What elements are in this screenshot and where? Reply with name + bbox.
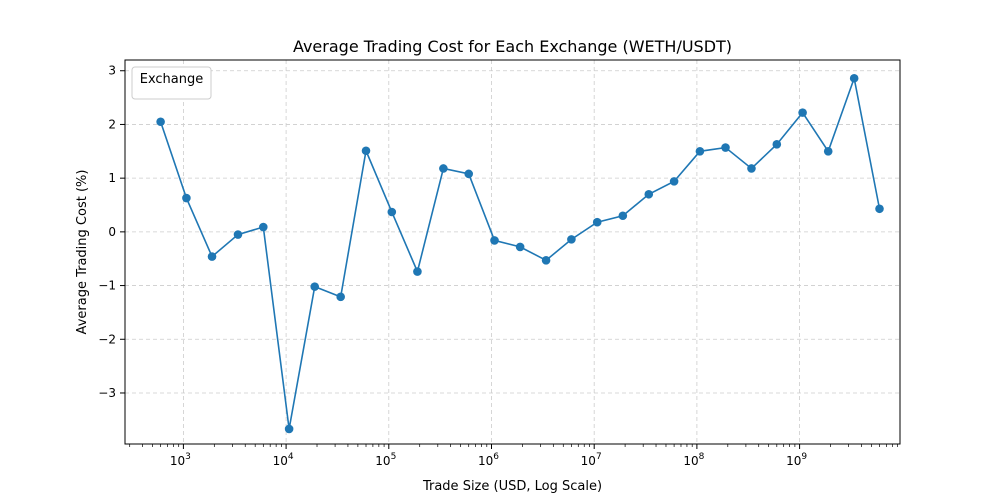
data-point xyxy=(669,177,679,186)
data-point xyxy=(490,236,499,245)
data-point xyxy=(515,242,525,252)
data-point xyxy=(387,207,397,217)
chart-title: Average Trading Cost for Each Exchange (… xyxy=(293,37,732,56)
x-tick-label: 108 xyxy=(683,452,704,468)
x-tick-label: 109 xyxy=(786,452,807,468)
data-point xyxy=(695,147,705,156)
legend: Exchange xyxy=(131,66,212,100)
y-tick-label: −3 xyxy=(98,386,116,400)
y-tick-label: 0 xyxy=(108,225,116,239)
x-tick-label: 105 xyxy=(375,452,396,468)
data-point xyxy=(439,164,448,173)
x-axis-label: Trade Size (USD, Log Scale) xyxy=(422,479,602,494)
data-point xyxy=(336,292,345,302)
y-tick-label: 1 xyxy=(108,171,116,185)
x-tick-label: 107 xyxy=(581,452,602,468)
data-point xyxy=(592,217,602,227)
data-point xyxy=(849,73,859,83)
data-point xyxy=(182,193,191,203)
data-point xyxy=(721,143,730,152)
y-axis: −3 −2 −1 0 1 2 3 xyxy=(98,64,125,400)
data-point xyxy=(875,204,884,214)
data-point xyxy=(259,222,268,232)
data-point xyxy=(747,164,756,173)
data-point xyxy=(284,424,294,434)
data-point xyxy=(233,230,243,239)
x-axis: 103 104 105 106 107 108 109 xyxy=(129,444,898,468)
data-point xyxy=(798,108,807,117)
data-point xyxy=(413,267,422,276)
data-point xyxy=(207,252,217,261)
x-tick-label: 104 xyxy=(273,452,294,468)
x-tick-label: 103 xyxy=(170,452,191,468)
data-point xyxy=(541,256,551,265)
data-point xyxy=(464,169,474,179)
grid xyxy=(125,60,900,444)
data-point xyxy=(618,211,628,221)
y-tick-label: 2 xyxy=(108,117,116,131)
legend-title: Exchange xyxy=(140,72,204,87)
y-axis-label: Average Trading Cost (%) xyxy=(75,170,90,335)
data-point xyxy=(823,147,833,156)
legend-box xyxy=(131,66,212,100)
data-point xyxy=(772,140,782,149)
data-point xyxy=(644,189,654,199)
data-point xyxy=(156,117,165,127)
data-point xyxy=(310,282,320,291)
plot-frame xyxy=(124,59,901,445)
data-point xyxy=(361,146,371,156)
x-tick-label: 106 xyxy=(478,452,499,468)
y-tick-label: 3 xyxy=(108,64,116,78)
data-point xyxy=(567,235,576,244)
series-layer xyxy=(156,73,884,434)
y-tick-label: −2 xyxy=(98,332,116,346)
y-tick-label: −1 xyxy=(98,279,116,293)
